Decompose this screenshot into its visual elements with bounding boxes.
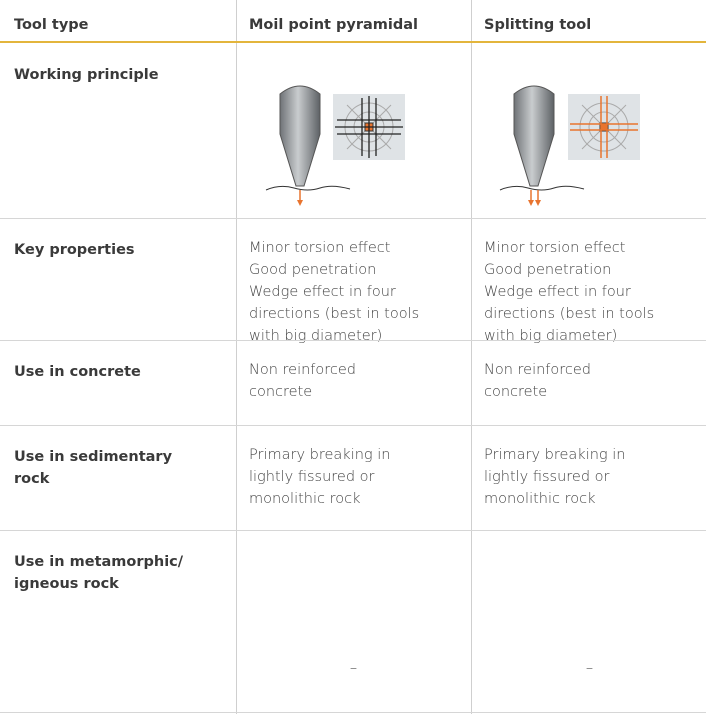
header-rule [0,41,706,43]
cell-text: Minor torsion effect [249,240,391,256]
cell-text: concrete [249,384,313,400]
cell-text: – [585,660,594,676]
header-cell: Moil point pyramidal [249,17,418,33]
row-divider [0,712,706,713]
cell-text: lightly fissured or [249,469,375,485]
cell-text: lightly fissured or [484,469,610,485]
cell-text: Minor torsion effect [484,240,626,256]
splitting-illustration [499,85,641,206]
cell-text: Wedge effect in four [249,284,396,300]
cell-text: – [349,660,358,676]
row-label: Use in concrete [14,364,141,380]
row-label: Working principle [14,67,159,83]
row-divider [0,218,706,219]
cell-text: with big diameter) [249,328,383,344]
cell-text: directions (best in tools [484,306,655,322]
cell-text: Non reinforced [484,362,592,378]
row-label: Use in metamorphic/ [14,554,184,570]
header-cell: Tool type [14,17,89,33]
row-divider [0,340,706,341]
row-divider [0,425,706,426]
row-label: Key properties [14,242,135,258]
cell-text: Wedge effect in four [484,284,631,300]
column-divider [471,0,472,714]
moil-illustration [265,85,406,206]
row-label: rock [14,471,50,487]
header-cell: Splitting tool [484,17,592,33]
cell-text: with big diameter) [484,328,618,344]
row-label: Use in sedimentary [14,449,173,465]
column-divider [236,0,237,714]
row-label: igneous rock [14,576,119,592]
cell-text: monolithic rock [484,491,596,507]
cell-text: monolithic rock [249,491,361,507]
row-divider [0,530,706,531]
cell-text: directions (best in tools [249,306,420,322]
cell-text: Good penetration [249,262,377,278]
cell-text: Non reinforced [249,362,357,378]
cell-text: concrete [484,384,548,400]
cell-text: Primary breaking in [484,447,626,463]
cell-text: Primary breaking in [249,447,391,463]
cell-text: Good penetration [484,262,612,278]
